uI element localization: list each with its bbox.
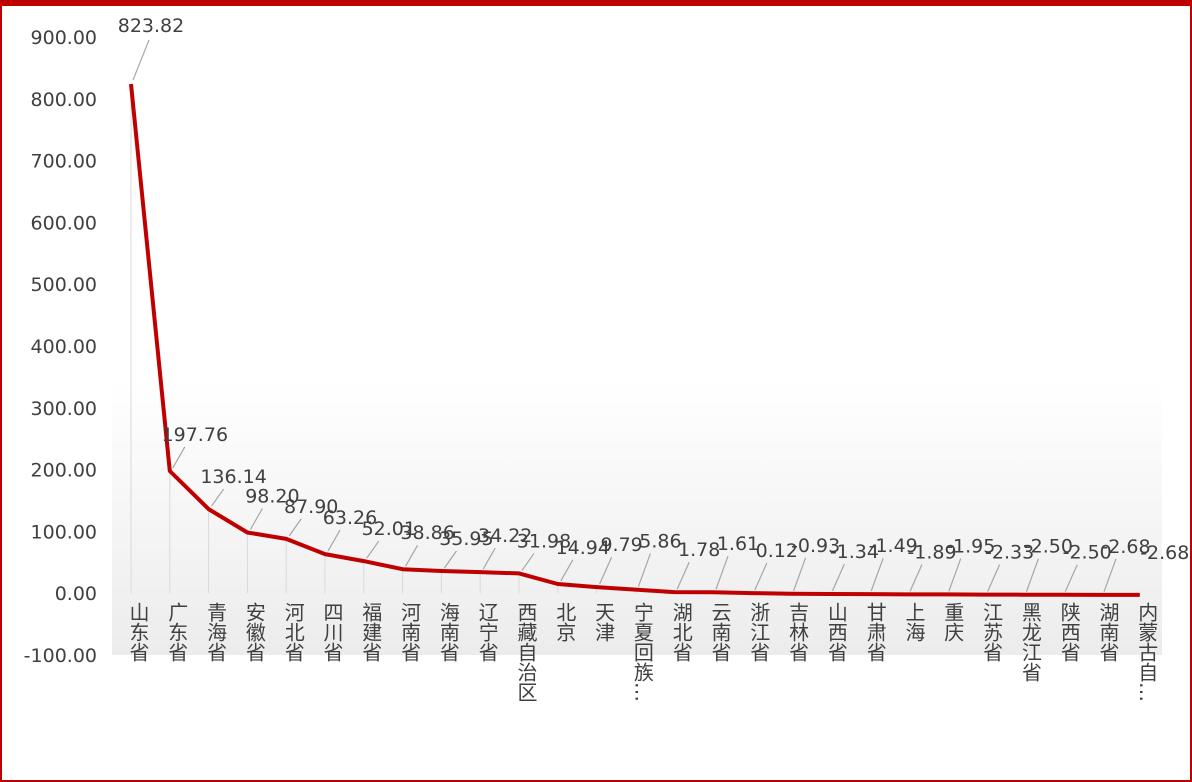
leader-line bbox=[1064, 564, 1078, 592]
x-tick-label: 内蒙古自… bbox=[1135, 602, 1159, 702]
data-label: 5.86 bbox=[639, 531, 681, 553]
y-tick-label: -100.00 bbox=[24, 645, 97, 667]
x-tick-label: 天津 bbox=[592, 602, 616, 642]
data-label: -1.49 bbox=[869, 535, 918, 557]
data-label: 1.61 bbox=[717, 533, 759, 555]
data-label: 34.22 bbox=[478, 525, 532, 547]
data-label: 823.82 bbox=[118, 15, 184, 37]
x-tick-label: 广东省 bbox=[165, 602, 189, 662]
x-tick-label: 河南省 bbox=[398, 602, 422, 662]
x-tick-label: 黑龙江省 bbox=[1018, 602, 1042, 682]
leader-line bbox=[327, 529, 341, 552]
data-label: 38.86 bbox=[400, 522, 454, 544]
data-label: -2.50 bbox=[1063, 542, 1112, 564]
leader-line bbox=[909, 564, 923, 592]
x-tick-label: 重庆 bbox=[941, 602, 965, 642]
x-tick-label: 辽宁省 bbox=[475, 602, 499, 662]
data-label: 52.01 bbox=[362, 518, 416, 540]
x-tick-label: 山西省 bbox=[824, 602, 848, 662]
x-tick-label: 湖北省 bbox=[669, 602, 693, 662]
leader-line bbox=[366, 540, 380, 559]
x-tick-label: 宁夏回族… bbox=[630, 602, 654, 702]
x-tick-label: 浙江省 bbox=[747, 602, 771, 662]
x-tick-label: 北京 bbox=[553, 602, 577, 642]
x-tick-label: 上海 bbox=[902, 602, 926, 642]
data-label: 197.76 bbox=[162, 424, 228, 446]
leader-line bbox=[172, 446, 186, 469]
leader-line bbox=[405, 544, 419, 567]
data-label: 9.79 bbox=[600, 534, 642, 556]
data-label: -1.89 bbox=[907, 541, 956, 563]
leader-line bbox=[599, 556, 613, 585]
y-tick-label: 300.00 bbox=[31, 398, 97, 420]
x-tick-label: 甘肃省 bbox=[863, 602, 887, 662]
data-label: 1.78 bbox=[678, 539, 720, 561]
leader-line bbox=[249, 508, 263, 530]
y-tick-label: 500.00 bbox=[31, 274, 97, 296]
x-tick-label: 河北省 bbox=[281, 602, 305, 662]
x-tick-label: 湖南省 bbox=[1096, 602, 1120, 662]
y-tick-label: 200.00 bbox=[31, 460, 97, 482]
data-label: 63.26 bbox=[323, 507, 377, 529]
leader-line bbox=[521, 553, 535, 571]
leader-line bbox=[948, 558, 962, 592]
leader-line bbox=[482, 547, 496, 570]
data-label: 87.90 bbox=[284, 496, 338, 518]
y-tick-label: 600.00 bbox=[31, 212, 97, 234]
leader-line bbox=[715, 555, 729, 590]
leader-line bbox=[211, 488, 225, 507]
leader-line bbox=[754, 562, 768, 591]
leader-line bbox=[132, 39, 150, 81]
data-label: -0.93 bbox=[791, 535, 840, 557]
data-label: -2.33 bbox=[985, 542, 1034, 564]
x-tick-label: 江苏省 bbox=[980, 602, 1004, 662]
leader-line bbox=[870, 557, 884, 592]
leader-line bbox=[637, 553, 651, 587]
data-label: 31.98 bbox=[517, 530, 571, 552]
y-tick-label: 0.00 bbox=[55, 583, 97, 605]
x-tick-label: 云南省 bbox=[708, 602, 732, 662]
data-label: 0.12 bbox=[756, 540, 798, 562]
leader-line bbox=[831, 563, 845, 592]
x-tick-label: 西藏自治区 bbox=[514, 602, 538, 702]
data-label: 14.94 bbox=[556, 537, 610, 559]
x-tick-label: 海南省 bbox=[436, 602, 460, 662]
leader-line bbox=[443, 550, 457, 569]
leader-line bbox=[1025, 558, 1039, 592]
leader-line bbox=[560, 559, 574, 582]
data-label: -2.68 bbox=[1101, 536, 1150, 558]
leader-line bbox=[793, 557, 807, 591]
y-tick-label: 400.00 bbox=[31, 336, 97, 358]
y-tick-label: 100.00 bbox=[31, 521, 97, 543]
x-tick-label: 青海省 bbox=[204, 602, 228, 662]
data-label: -1.95 bbox=[946, 535, 995, 557]
leader-line bbox=[1103, 558, 1117, 593]
series-line bbox=[129, 83, 1140, 597]
data-label: -1.34 bbox=[830, 541, 879, 563]
y-tick-label: 900.00 bbox=[31, 27, 97, 49]
y-tick-label: 700.00 bbox=[31, 151, 97, 173]
x-tick-label: 山东省 bbox=[126, 602, 150, 662]
plot-background bbox=[112, 380, 1162, 655]
x-tick-label: 陕西省 bbox=[1057, 602, 1081, 662]
leader-line bbox=[987, 564, 1001, 592]
y-tick-label: 800.00 bbox=[31, 89, 97, 111]
leader-line bbox=[676, 561, 690, 590]
x-tick-label: 安徽省 bbox=[242, 602, 266, 662]
data-label: -2.68 bbox=[1140, 542, 1189, 564]
leader-line bbox=[288, 518, 302, 537]
data-label: 35.95 bbox=[439, 528, 493, 550]
x-tick-label: 吉林省 bbox=[786, 602, 810, 662]
x-tick-label: 福建省 bbox=[359, 602, 383, 662]
data-label: 136.14 bbox=[200, 466, 266, 488]
data-label: 98.20 bbox=[245, 486, 299, 508]
data-label: -2.50 bbox=[1024, 536, 1073, 558]
x-tick-label: 四川省 bbox=[320, 602, 344, 662]
